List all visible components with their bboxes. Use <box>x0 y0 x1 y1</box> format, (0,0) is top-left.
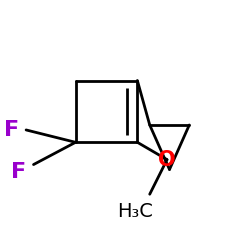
Text: O: O <box>158 150 176 170</box>
Text: H₃C: H₃C <box>117 202 153 221</box>
Text: F: F <box>4 120 19 140</box>
Text: F: F <box>11 162 26 182</box>
